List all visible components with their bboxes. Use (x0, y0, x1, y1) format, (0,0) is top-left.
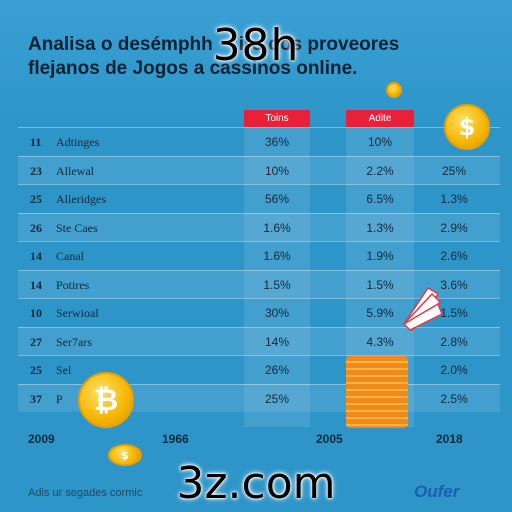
row-value-3: 2.0% (440, 363, 468, 377)
flat-coin-icon: $ (108, 444, 142, 466)
playing-cards-fan-icon (402, 286, 443, 331)
row-value-1: 56% (264, 192, 290, 206)
column-band-1 (244, 127, 310, 427)
row-name: Potires (56, 277, 90, 292)
row-value-1: 25% (264, 391, 290, 406)
title-line-1b: iro dos proveores (238, 34, 400, 55)
row-name: Alleridges (56, 192, 106, 206)
row-value-2: 1.3% (366, 220, 394, 235)
page-title: Analisa o desémphh iro dos proveores flej… (28, 33, 478, 81)
data-table: 11 Adtinges 36% 10% 23 Allewal 10% 2.2% 25% 25 A… (18, 127, 500, 412)
row-value-2: 1.9% (366, 249, 394, 263)
row-value-1: 1.6% (263, 249, 291, 263)
row-value-3: 1.3% (440, 192, 468, 206)
table-row: 11 Adtinges 36% 10% (18, 127, 500, 156)
small-coin-icon (386, 82, 402, 98)
table-row: 25 Alleridges 56% 6.5% 1.3% (18, 184, 500, 213)
row-value-3: 3.6% (440, 277, 468, 292)
row-value-3: 2.8% (440, 334, 468, 349)
row-name: Ser7ars (56, 334, 92, 349)
row-value-1: 1.5% (263, 277, 291, 292)
year-axis: 2009 1966 2005 2018 (0, 432, 512, 448)
row-name: Serwioal (56, 306, 99, 320)
row-number: 10 (30, 306, 42, 320)
row-value-2: 2.2% (366, 163, 394, 178)
title-line-2: flejanos de Jogos a cassinos online. (28, 58, 358, 79)
overlay-watermark-top: 38h (212, 20, 300, 71)
row-value-1: 26% (264, 363, 290, 377)
table-row: 14 Potires 1.5% 1.5% 3.6% (18, 269, 500, 298)
row-value-2: 6.5% (366, 192, 394, 206)
row-number: 27 (30, 334, 42, 349)
year-label: 1966 (162, 432, 189, 446)
column-header-1: Toins (244, 110, 310, 127)
row-number: 37 (30, 391, 42, 406)
row-name: Canal (56, 249, 84, 263)
table-row: 14 Canal 1.6% 1.9% 2.6% (18, 241, 500, 270)
row-number: 14 (30, 277, 42, 292)
row-name: Sel (56, 363, 72, 377)
table-row: 23 Allewal 10% 2.2% 25% (18, 155, 500, 184)
row-value-1: 1.6% (263, 220, 291, 235)
row-value-3: 25% (441, 163, 467, 178)
row-number: 25 (30, 192, 42, 206)
row-number: 25 (30, 363, 42, 377)
row-name: P (56, 391, 63, 406)
row-value-1: 36% (264, 135, 290, 149)
footer-text: Adis ur segades cormic (28, 487, 143, 499)
row-name: Ste Caes (56, 220, 98, 235)
brand-logo: Oufer (414, 482, 460, 501)
title-line-1: Analisa o desémphh (28, 34, 213, 55)
table-row: 27 Ser7ars 14% 4.3% 2.8% (18, 326, 500, 355)
row-value-2: 10% (367, 135, 393, 149)
year-label: 2009 (28, 432, 55, 446)
row-number: 11 (30, 135, 42, 149)
row-value-3: 2.9% (440, 220, 468, 235)
row-number: 26 (30, 220, 42, 235)
row-number: 23 (30, 163, 42, 178)
row-value-2: 5.9% (366, 306, 394, 320)
row-value-3: 2.5% (440, 391, 468, 406)
row-value-1: 14% (264, 334, 290, 349)
coin-stack-icon (346, 356, 408, 428)
overlay-watermark-bottom: 3z.com (176, 458, 336, 509)
bitcoin-coin-icon: ₿ (78, 372, 134, 428)
table-row: 25 Sel 26% 2.0% (18, 355, 500, 384)
row-value-3: 1.5% (440, 306, 468, 320)
header-background (0, 0, 512, 120)
row-value-1: 10% (264, 163, 290, 178)
year-label: 2005 (316, 432, 343, 446)
table-row: 10 Serwioal 30% 5.9% 1.5% (18, 298, 500, 327)
year-label: 2018 (436, 432, 463, 446)
column-header-2: Adite (346, 110, 414, 127)
row-value-2: 1.5% (366, 277, 394, 292)
row-value-3: 2.6% (440, 249, 468, 263)
row-name: Allewal (56, 163, 94, 178)
table-row: 26 Ste Caes 1.6% 1.3% 2.9% (18, 212, 500, 241)
dollar-coin-icon: $ (444, 104, 490, 150)
row-value-2: 4.3% (366, 334, 394, 349)
row-number: 14 (30, 249, 42, 263)
row-name: Adtinges (56, 135, 100, 149)
row-value-1: 30% (264, 306, 290, 320)
